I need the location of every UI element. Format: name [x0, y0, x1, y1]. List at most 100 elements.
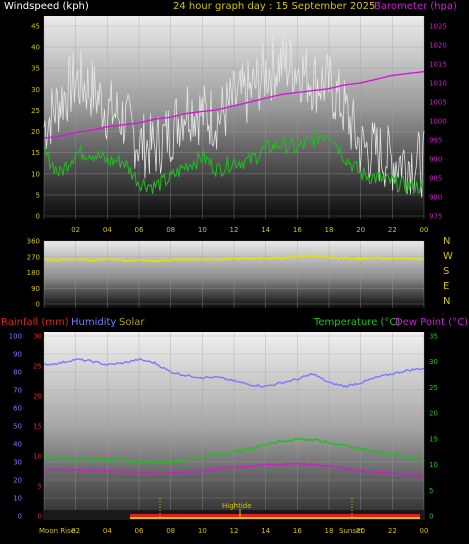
direction-line [43, 254, 425, 263]
barometer-tick: 975 [429, 213, 442, 221]
windspeed-axis-title: Windspeed (kph) [4, 1, 89, 12]
temperature-tick: 10 [429, 461, 438, 469]
x-tick-label: 08 [166, 226, 175, 234]
x-tick-label: 00 [420, 226, 429, 234]
temperature-tick: 35 [429, 333, 438, 341]
x-tick-label: 18 [325, 527, 334, 535]
rainfall-ticks: 0 5 10 15 20 25 30 [33, 333, 42, 521]
rainfall-tick: 20 [33, 393, 42, 401]
barometer-tick: 1020 [429, 42, 447, 50]
x-tick-label: 00 [420, 527, 429, 535]
windspeed-tick: 45 [31, 23, 40, 31]
temperature-tick: 0 [429, 513, 433, 521]
average-wind-series [43, 129, 425, 195]
temperature-tick: 20 [429, 410, 438, 418]
windspeed-tick: 35 [31, 65, 40, 73]
windspeed-tick: 25 [31, 107, 40, 115]
barometer-tick: 1015 [429, 61, 447, 69]
windspeed-ticks: 0 5 10 15 20 25 30 35 40 45 [31, 23, 40, 221]
barometer-tick: 1005 [429, 99, 447, 107]
x-tick-label: 06 [135, 527, 144, 535]
humidity-tick: 70 [13, 387, 22, 395]
direction-letter: N [443, 296, 450, 307]
direction-letter: N [443, 236, 450, 247]
windspeed-tick: 40 [31, 44, 40, 52]
humidity-tick: 40 [13, 441, 22, 449]
x-tick-label: 12 [230, 226, 239, 234]
humidity-tick: 60 [13, 405, 22, 413]
x-tick-label: 20 [356, 527, 365, 535]
windspeed-tick: 30 [31, 86, 40, 94]
x-tick-label: 14 [261, 527, 270, 535]
windspeed-tick: 15 [31, 149, 40, 157]
rainfall-tick: 10 [33, 453, 42, 461]
gust-series [43, 35, 425, 198]
humidity-tick: 30 [13, 459, 22, 467]
temperature-tick: 25 [429, 384, 438, 392]
x-tick-label: 22 [388, 226, 397, 234]
moonrise-label: Moon Rise [39, 527, 75, 535]
humidity-tick: 50 [13, 423, 22, 431]
temperature-panel-grid [43, 332, 425, 520]
barometer-tick: 1010 [429, 80, 447, 88]
x-tick-label: 20 [356, 226, 365, 234]
barometer-tick: 995 [429, 137, 442, 145]
x-tick-label: 02 [71, 226, 80, 234]
dewpoint-series [43, 462, 425, 478]
sunset-label: Sunset [339, 527, 363, 535]
x-tick-label: 10 [198, 527, 207, 535]
humidity-tick: 90 [13, 351, 22, 359]
direction-series [43, 254, 425, 263]
humidity-series [44, 357, 425, 388]
dewpoint-line [43, 462, 425, 478]
gust-line [43, 35, 425, 198]
humidity-tick: 10 [13, 495, 22, 503]
hightide-label: Hightide [222, 502, 252, 510]
humidity-tick: 20 [13, 477, 22, 485]
humidity-label: Humidity [71, 317, 116, 328]
humidity-tick: 100 [9, 333, 22, 341]
rainfall-tick: 30 [33, 333, 42, 341]
barometer-axis-title: Barometer (hpa) [374, 1, 457, 12]
average-wind-line [43, 129, 425, 195]
x-tick-label: 06 [135, 226, 144, 234]
solar-label: Solar [119, 317, 145, 328]
direction-tick: 0 [36, 301, 40, 309]
humidity-tick: 0 [18, 513, 22, 521]
humidity-line [44, 357, 425, 388]
humidity-tick: 80 [13, 369, 22, 377]
barometer-tick: 980 [429, 194, 442, 202]
direction-ticks: 0 90 180 270 360 [27, 238, 40, 309]
barometer-tick: 1025 [429, 23, 447, 31]
temperature-ticks: 0 5 10 15 20 25 30 35 [429, 333, 438, 521]
barometer-ticks: 975 980 985 990 995 1000 1005 1010 1015 1020 1025 [429, 23, 447, 221]
x-tick-label: 16 [293, 527, 302, 535]
windspeed-tick: 20 [31, 128, 40, 136]
temperature-series [43, 437, 425, 465]
barometer-tick: 990 [429, 156, 442, 164]
rainfall-label: Rainfall (mm) [1, 317, 69, 328]
x-tick-label: 18 [325, 226, 334, 234]
direction-tick: 180 [27, 269, 40, 277]
x-tick-label: 12 [230, 527, 239, 535]
x-tick-label: 10 [198, 226, 207, 234]
barometer-line [43, 70, 425, 139]
solar-bar [130, 517, 420, 519]
temperature-tick: 30 [429, 358, 438, 366]
barometer-tick: 1000 [429, 118, 447, 126]
temperature-label: Temperature (°C) [313, 317, 400, 328]
wind-panel-grid [43, 16, 425, 219]
x-tick-label: 14 [261, 226, 270, 234]
temperature-line [43, 437, 425, 465]
direction-letter: W [443, 251, 453, 262]
temperature-tick: 15 [429, 435, 438, 443]
direction-letter: S [443, 266, 449, 277]
direction-tick: 270 [27, 253, 40, 261]
wind-x-ticks: 02 04 06 08 10 12 14 16 18 20 22 00 [71, 226, 428, 234]
x-tick-label: 04 [103, 527, 112, 535]
temperature-tick: 5 [429, 487, 433, 495]
rainfall-tick: 15 [33, 423, 42, 431]
